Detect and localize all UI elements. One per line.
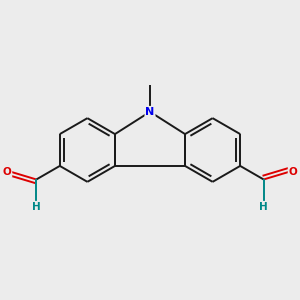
Text: N: N — [146, 107, 154, 117]
Text: H: H — [32, 202, 41, 212]
Text: H: H — [259, 202, 268, 212]
Text: O: O — [288, 167, 297, 177]
Text: O: O — [3, 167, 12, 177]
